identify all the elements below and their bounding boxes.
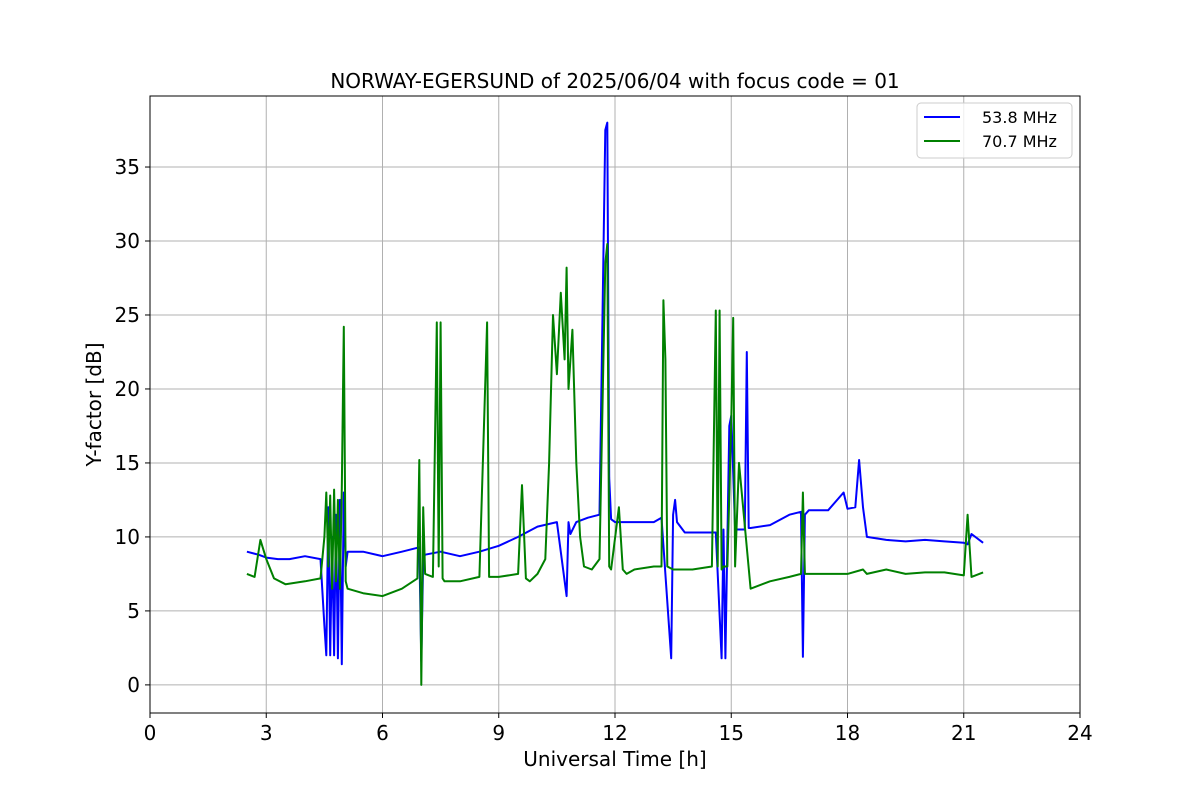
x-tick-label: 15 bbox=[719, 721, 744, 745]
y-tick-label: 10 bbox=[115, 525, 140, 549]
x-tick-label: 9 bbox=[492, 721, 505, 745]
x-tick-label: 6 bbox=[376, 721, 389, 745]
y-tick-label: 0 bbox=[127, 673, 140, 697]
x-tick-label: 24 bbox=[1067, 721, 1092, 745]
y-tick-label: 15 bbox=[115, 451, 140, 475]
y-tick-label: 30 bbox=[115, 229, 140, 253]
series-line-53-8-mhz bbox=[246, 121, 984, 666]
x-axis-label: Universal Time [h] bbox=[523, 747, 706, 771]
x-tick-label: 0 bbox=[144, 721, 157, 745]
x-tick-label: 21 bbox=[951, 721, 976, 745]
chart-title: NORWAY-EGERSUND of 2025/06/04 with focus… bbox=[330, 69, 899, 93]
x-tick-label: 18 bbox=[835, 721, 860, 745]
legend-label-70-7-mhz: 70.7 MHz bbox=[982, 132, 1057, 151]
axis-ticks: 0 3 6 9 12 15 18 21 24 0 5 10 15 20 25 30 35 bbox=[115, 155, 1093, 745]
legend-label-53-8-mhz: 53.8 MHz bbox=[982, 108, 1057, 127]
y-tick-label: 35 bbox=[115, 155, 140, 179]
x-tick-label: 12 bbox=[602, 721, 627, 745]
y-tick-label: 25 bbox=[115, 303, 140, 327]
series-line-70-7-mhz bbox=[246, 243, 984, 686]
y-tick-label: 5 bbox=[127, 599, 140, 623]
y-tick-label: 20 bbox=[115, 377, 140, 401]
y-axis-label: Y-factor [dB] bbox=[82, 342, 106, 467]
legend: 53.8 MHz 70.7 MHz bbox=[916, 102, 1073, 159]
x-tick-label: 3 bbox=[260, 721, 273, 745]
series-layer bbox=[246, 121, 984, 686]
